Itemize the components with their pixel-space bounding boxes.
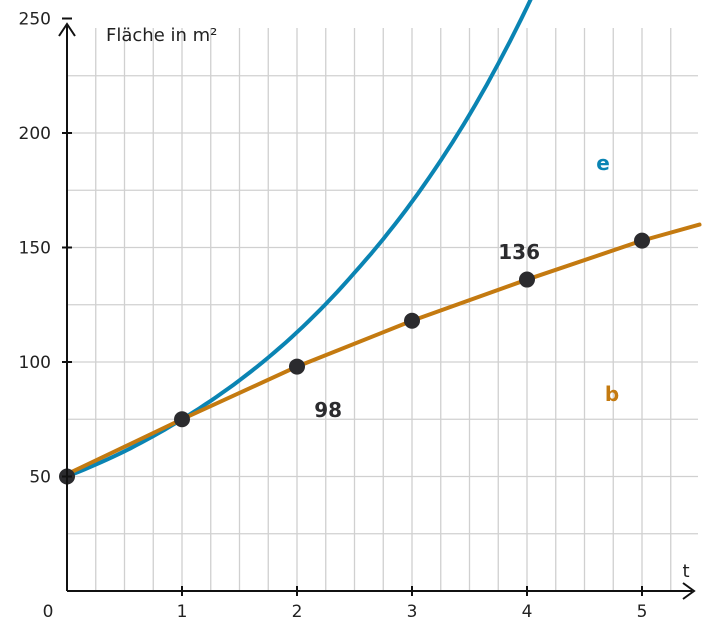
y-axis-title: Fläche in m² — [106, 25, 217, 46]
series-group — [59, 0, 702, 485]
y-tick-label: 250 — [19, 10, 51, 30]
data-point-b — [404, 312, 420, 329]
series-label-e: e — [596, 151, 610, 175]
x-tick-label: 2 — [292, 602, 303, 622]
x-tick-label: 1 — [177, 602, 188, 622]
labels-group: e b 98 136 — [314, 151, 619, 422]
axes: 12345501001502002503003504004500Fläche i… — [19, 10, 696, 622]
data-point-b — [634, 232, 650, 249]
y-tick-label: 50 — [29, 468, 51, 488]
data-point-b — [174, 411, 190, 428]
data-point-b — [519, 271, 535, 288]
grid — [67, 28, 698, 591]
x-tick-label: 5 — [637, 602, 648, 622]
data-point-b — [289, 358, 305, 375]
y-tick-label: 150 — [19, 239, 51, 259]
series-label-b: b — [605, 382, 619, 406]
x-axis-title: t — [682, 561, 689, 582]
annotation-label: 136 — [498, 240, 540, 264]
y-axis-arrow — [58, 22, 76, 37]
y-tick-label: 100 — [19, 353, 51, 373]
x-axis-arrow — [682, 582, 696, 600]
annotation-label: 98 — [314, 398, 342, 422]
x-tick-label: 3 — [407, 602, 418, 622]
x-tick-label: 4 — [522, 602, 533, 622]
origin-label: 0 — [43, 602, 54, 622]
y-tick-label: 200 — [19, 124, 51, 144]
